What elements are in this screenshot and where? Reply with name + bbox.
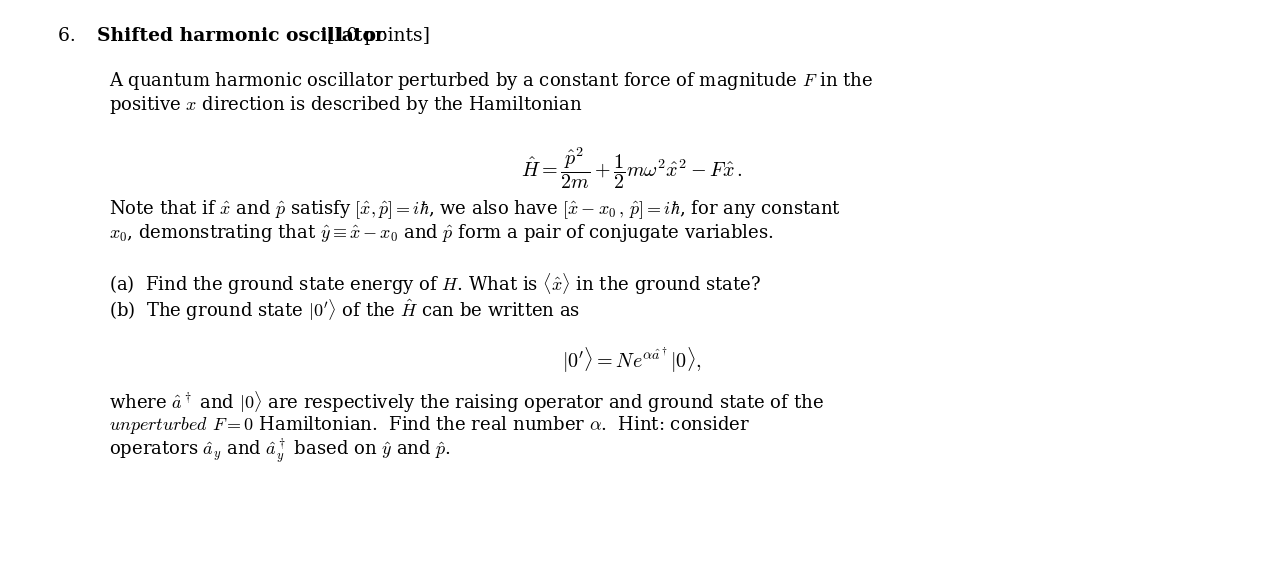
Text: $\it{unperturbed}$ $F = 0$ Hamiltonian.  Find the real number $\alpha$.  Hint: c: $\it{unperturbed}$ $F = 0$ Hamiltonian. … xyxy=(109,414,750,436)
Text: $x_0$, demonstrating that $\hat{y} \equiv \hat{x} - x_0$ and $\hat{p}$ form a pa: $x_0$, demonstrating that $\hat{y} \equi… xyxy=(109,223,773,245)
Text: (a)  Find the ground state energy of $H$. What is $\langle \hat{x} \rangle$ in t: (a) Find the ground state energy of $H$.… xyxy=(109,272,760,297)
Text: (b)  The ground state $|0'\rangle$ of the $\hat{H}$ can be written as: (b) The ground state $|0'\rangle$ of the… xyxy=(109,297,580,323)
Text: $\hat{H} = \dfrac{\hat{p}^2}{2m} + \dfrac{1}{2}m\omega^2\hat{x}^2 - F\hat{x}\,.$: $\hat{H} = \dfrac{\hat{p}^2}{2m} + \dfra… xyxy=(520,145,743,191)
Text: A quantum harmonic oscillator perturbed by a constant force of magnitude $F$ in : A quantum harmonic oscillator perturbed … xyxy=(109,70,873,92)
Text: operators $\hat{a}_y$ and $\hat{a}_y^\dagger$ based on $\hat{y}$ and $\hat{p}$.: operators $\hat{a}_y$ and $\hat{a}_y^\da… xyxy=(109,438,451,466)
Text: positive $x$ direction is described by the Hamiltonian: positive $x$ direction is described by t… xyxy=(109,94,582,116)
Text: Note that if $\hat{x}$ and $\hat{p}$ satisfy $[\hat{x}, \hat{p}] = i\hbar$, we a: Note that if $\hat{x}$ and $\hat{p}$ sat… xyxy=(109,199,840,221)
Text: Shifted harmonic oscillator: Shifted harmonic oscillator xyxy=(97,27,385,45)
Text: $|0'\rangle = Ne^{\alpha \hat{a}^\dagger}|0\rangle,$: $|0'\rangle = Ne^{\alpha \hat{a}^\dagger… xyxy=(562,346,701,375)
Text: [10 points]: [10 points] xyxy=(322,27,431,45)
Text: 6.: 6. xyxy=(58,27,88,45)
Text: where $\hat{a}^\dagger$ and $|0\rangle$ are respectively the raising operator an: where $\hat{a}^\dagger$ and $|0\rangle$ … xyxy=(109,390,823,416)
